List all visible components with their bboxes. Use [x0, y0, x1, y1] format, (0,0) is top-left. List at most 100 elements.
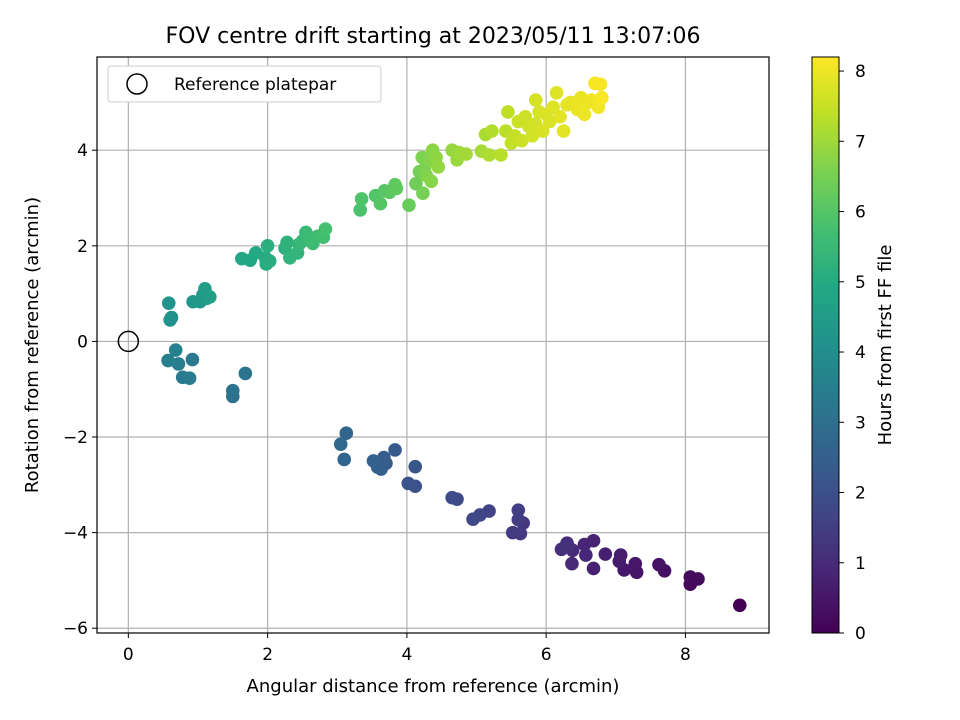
- y-tick-label-2: −2: [63, 428, 88, 448]
- data-point-79: [318, 222, 333, 236]
- y-axis-ticks: −6 −4 −2 0 2 4: [63, 141, 97, 639]
- data-point-10: [613, 548, 628, 562]
- data-point-96: [424, 174, 439, 189]
- reference-point: [117, 330, 140, 353]
- colorbar-tick-label-4: 4: [855, 343, 866, 363]
- data-point-15: [579, 548, 593, 562]
- colorbar-label: Hours from first FF file: [875, 245, 896, 446]
- x-tick-label-4: 8: [680, 645, 691, 665]
- data-point-44: [225, 383, 240, 398]
- data-point-23: [505, 525, 520, 540]
- data-point-45: [238, 366, 253, 381]
- colorbar-tick-label-8: 8: [855, 62, 866, 82]
- data-point-108: [494, 148, 508, 162]
- y-tick-label-0: −6: [63, 619, 88, 639]
- data-point-33: [408, 459, 423, 474]
- colorbar-tick-label-5: 5: [855, 273, 866, 293]
- data-point-5: [652, 557, 666, 572]
- data-point-40: [337, 452, 352, 467]
- data-point-103: [459, 147, 473, 161]
- data-point-39: [366, 454, 381, 468]
- data-point-132: [577, 107, 592, 122]
- x-tick-label-1: 2: [262, 645, 273, 665]
- data-point-125: [549, 86, 564, 100]
- data-point-89: [409, 176, 423, 191]
- data-point-48: [182, 371, 197, 386]
- data-point-7: [628, 556, 643, 571]
- chart-title: FOV centre drift starting at 2023/05/11 …: [166, 24, 701, 49]
- data-point-121: [535, 124, 550, 138]
- colorbar-gradient: [811, 56, 840, 634]
- colorbar-tick-label-7: 7: [855, 132, 866, 152]
- data-point-124: [546, 100, 560, 114]
- data-point-107: [485, 124, 499, 138]
- data-point-69: [280, 235, 294, 250]
- data-point-138: [595, 90, 609, 105]
- data-point-81: [354, 192, 369, 206]
- data-point-60: [203, 290, 217, 304]
- data-point-34: [388, 443, 402, 457]
- data-point-16: [565, 556, 579, 571]
- data-point-41: [339, 426, 354, 440]
- x-axis-ticks: 0 2 4 6 8: [123, 633, 691, 665]
- data-point-20: [561, 540, 576, 554]
- data-point-87: [389, 181, 404, 196]
- data-point-80: [353, 203, 368, 217]
- data-point-91: [416, 186, 430, 201]
- data-point-117: [525, 129, 540, 143]
- data-point-30: [445, 490, 459, 505]
- reference-marker: [117, 330, 140, 353]
- y-tick-label-1: −4: [63, 524, 88, 544]
- colorbar-tick-label-6: 6: [855, 203, 866, 223]
- legend: Reference platepar: [107, 65, 382, 103]
- colorbar-ticks: 0 1 2 3 4 5 6 7 8: [839, 62, 866, 644]
- colorbar: 0 1 2 3 4 5 6 7 8 Hours from first FF file: [811, 56, 896, 644]
- x-tick-label-0: 0: [123, 645, 134, 665]
- y-tick-label-3: 0: [77, 332, 88, 352]
- data-point-54: [161, 296, 176, 310]
- data-point-99: [431, 160, 446, 174]
- colorbar-tick-label-3: 3: [855, 413, 866, 433]
- data-point-51: [168, 343, 183, 357]
- x-tick-label-3: 6: [541, 645, 552, 665]
- x-tick-label-2: 4: [401, 645, 412, 665]
- y-tick-label-5: 4: [77, 141, 88, 161]
- data-point-49: [171, 357, 186, 371]
- colorbar-tick-label-0: 0: [855, 624, 866, 644]
- data-point-42: [333, 437, 348, 451]
- x-axis-label: Angular distance from reference (arcmin): [247, 676, 620, 697]
- colorbar-tick-label-1: 1: [855, 554, 866, 574]
- data-point-114: [514, 133, 529, 148]
- y-tick-label-4: 2: [77, 237, 88, 257]
- data-point-67: [260, 239, 275, 253]
- data-point-32: [401, 476, 416, 491]
- data-point-46: [185, 352, 200, 367]
- legend-marker-icon: [126, 73, 148, 95]
- grid-lines: [97, 57, 769, 633]
- data-point-50: [161, 353, 175, 368]
- data-point-12: [586, 561, 601, 576]
- data-point-3: [691, 572, 705, 586]
- data-point-53: [163, 313, 177, 327]
- data-point-137: [593, 77, 608, 92]
- data-point-66: [262, 254, 277, 268]
- data-point-123: [542, 114, 557, 129]
- data-points: [161, 76, 747, 613]
- data-point-24: [511, 512, 526, 527]
- plot-frame: [96, 56, 770, 634]
- data-point-119: [528, 93, 543, 107]
- data-point-83: [373, 196, 388, 211]
- data-point-25: [511, 503, 526, 517]
- data-point-11: [598, 547, 613, 561]
- data-point-126: [553, 109, 567, 124]
- data-point-106: [482, 148, 496, 162]
- data-point-110: [501, 105, 515, 119]
- colorbar-tick-label-2: 2: [855, 484, 866, 504]
- data-point-127: [556, 124, 571, 138]
- y-axis-label: Rotation from reference (arcmin): [22, 197, 43, 493]
- legend-entry-reference: Reference platepar: [174, 75, 336, 95]
- data-point-14: [577, 537, 592, 552]
- data-point-0: [732, 598, 747, 613]
- legend-box: [107, 65, 382, 103]
